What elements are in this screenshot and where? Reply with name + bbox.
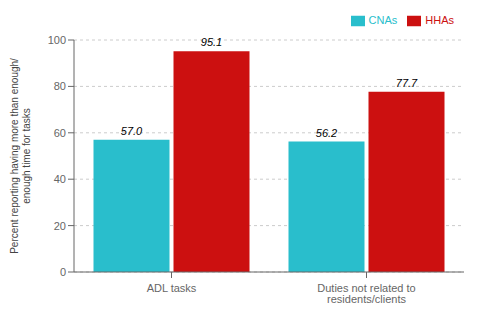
svg-text:0: 0: [60, 266, 66, 278]
svg-text:40: 40: [54, 173, 66, 185]
svg-text:20: 20: [54, 220, 66, 232]
svg-text:ADL tasks: ADL tasks: [147, 282, 197, 294]
svg-text:57.0: 57.0: [121, 125, 143, 137]
svg-text:77.7: 77.7: [396, 77, 418, 89]
svg-text:95.1: 95.1: [201, 36, 222, 48]
html-text:HHAs: HHAs: [425, 14, 454, 26]
html-text:CNAs: CNAs: [368, 14, 398, 26]
svg-text:80: 80: [54, 80, 66, 92]
svg-text:56.2: 56.2: [316, 127, 337, 139]
svg-text:100: 100: [48, 34, 66, 46]
svg-text:Duties not related toresidents: Duties not related toresidents/clients: [317, 282, 415, 305]
svg-text:60: 60: [54, 127, 66, 139]
svg-text:Percent reporting having more: Percent reporting having more than enoug…: [9, 58, 32, 254]
